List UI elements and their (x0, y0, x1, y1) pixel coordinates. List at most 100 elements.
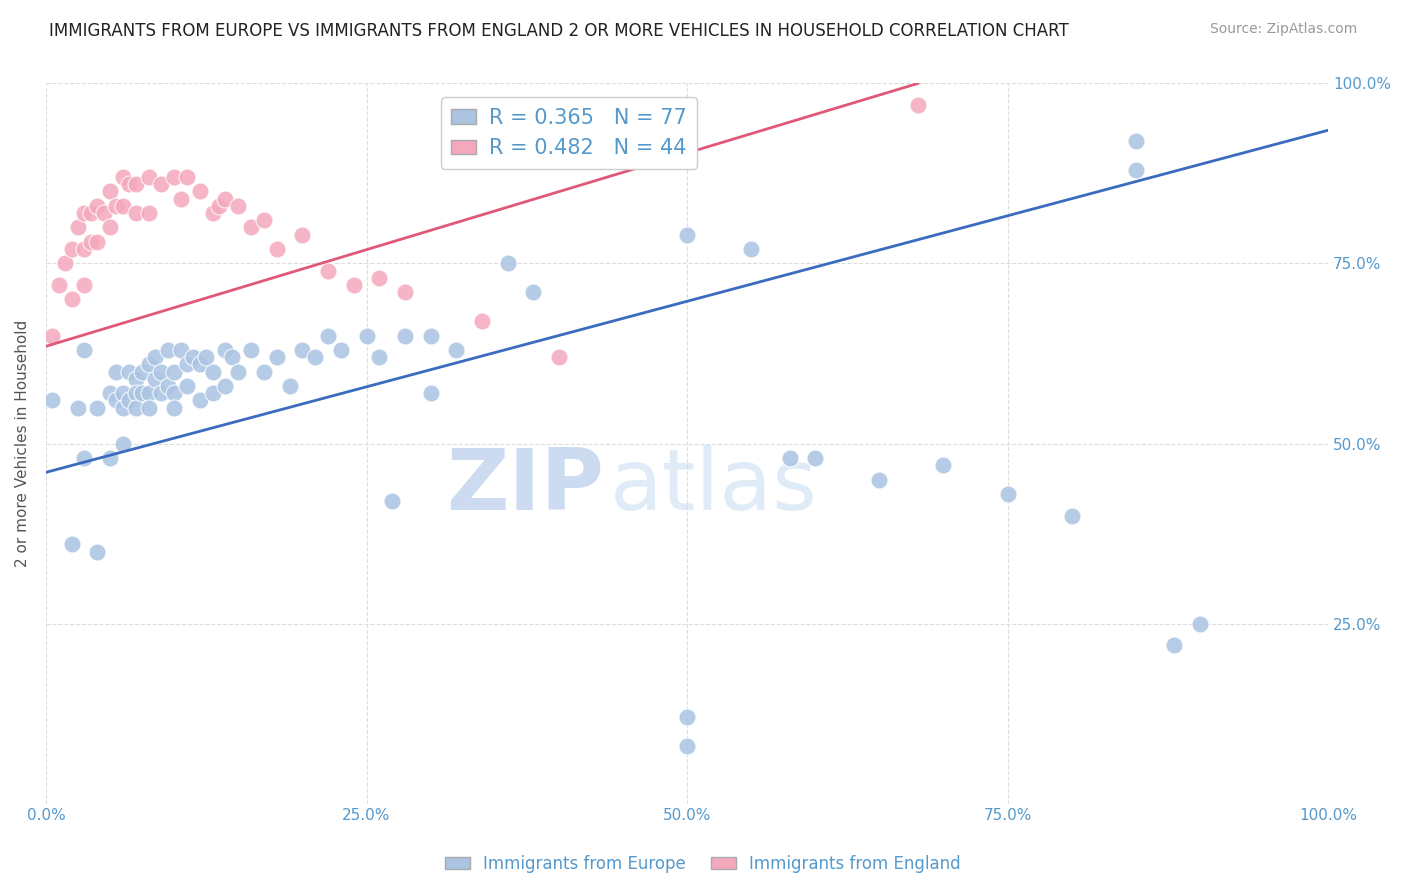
Point (240, 343, 263, 357)
Point (907, 98, 929, 112)
Point (188, 357, 211, 371)
Point (176, 170, 198, 185)
Point (997, 487, 1019, 501)
Point (183, 350, 205, 364)
Point (80, 235, 103, 249)
Point (111, 386, 134, 401)
Point (150, 364, 173, 378)
Point (394, 328, 416, 343)
Point (60, 242, 83, 256)
Text: Source: ZipAtlas.com: Source: ZipAtlas.com (1209, 22, 1357, 37)
Point (394, 285, 416, 300)
Point (138, 206, 160, 220)
Y-axis label: 2 or more Vehicles in Household: 2 or more Vehicles in Household (15, 320, 30, 567)
Point (66, 220, 89, 235)
Point (176, 379, 198, 393)
Point (240, 220, 263, 235)
Point (86, 544, 108, 558)
Point (1060, 508, 1083, 523)
Point (304, 350, 326, 364)
Legend: R = 0.365   N = 77, R = 0.482   N = 44: R = 0.365 N = 77, R = 0.482 N = 44 (441, 97, 697, 169)
Point (176, 357, 198, 371)
Point (163, 170, 186, 185)
Point (329, 343, 352, 357)
Point (356, 328, 378, 343)
Point (316, 263, 339, 277)
Point (169, 343, 191, 357)
Point (138, 170, 160, 185)
Point (60, 293, 83, 307)
Point (419, 386, 441, 401)
Point (111, 401, 134, 415)
Point (98, 220, 121, 235)
Point (143, 350, 166, 364)
Text: atlas: atlas (610, 445, 818, 528)
Point (208, 199, 231, 213)
Point (98, 386, 121, 401)
Point (291, 343, 314, 357)
Point (41, 328, 63, 343)
Point (266, 242, 288, 256)
Point (214, 343, 236, 357)
Point (163, 401, 186, 415)
Point (131, 364, 153, 378)
Point (118, 178, 141, 192)
Point (221, 350, 243, 364)
Point (676, 739, 699, 753)
Point (201, 206, 224, 220)
Point (740, 242, 762, 256)
Point (118, 364, 141, 378)
Point (98, 450, 121, 465)
Point (201, 386, 224, 401)
Point (522, 285, 544, 300)
Point (1163, 638, 1185, 652)
Text: IMMIGRANTS FROM EUROPE VS IMMIGRANTS FROM ENGLAND 2 OR MORE VEHICLES IN HOUSEHOL: IMMIGRANTS FROM EUROPE VS IMMIGRANTS FRO… (49, 22, 1069, 40)
Point (93, 206, 115, 220)
Point (368, 271, 391, 285)
Point (111, 170, 134, 185)
Point (73, 278, 96, 293)
Point (105, 393, 128, 408)
Point (804, 450, 827, 465)
Point (143, 372, 166, 386)
Point (779, 450, 801, 465)
Point (1125, 162, 1147, 177)
Point (496, 256, 519, 270)
Point (60, 537, 83, 551)
Point (86, 401, 108, 415)
Point (419, 328, 441, 343)
Point (226, 199, 249, 213)
Point (214, 379, 236, 393)
Point (291, 227, 314, 242)
Point (676, 710, 699, 724)
Point (98, 185, 121, 199)
Point (266, 350, 288, 364)
Text: ZIP: ZIP (446, 445, 603, 528)
Point (48, 278, 70, 293)
Point (125, 206, 148, 220)
Point (163, 386, 186, 401)
Point (125, 386, 148, 401)
Point (163, 364, 186, 378)
Point (156, 379, 179, 393)
Point (214, 192, 236, 206)
Point (125, 401, 148, 415)
Point (53, 256, 76, 270)
Point (73, 206, 96, 220)
Point (73, 343, 96, 357)
Point (932, 458, 955, 472)
Point (131, 386, 153, 401)
Point (868, 473, 890, 487)
Point (118, 393, 141, 408)
Point (125, 178, 148, 192)
Point (138, 386, 160, 401)
Point (150, 178, 173, 192)
Legend: Immigrants from Europe, Immigrants from England: Immigrants from Europe, Immigrants from … (439, 848, 967, 880)
Point (111, 199, 134, 213)
Point (111, 436, 134, 450)
Point (195, 350, 218, 364)
Point (66, 401, 89, 415)
Point (169, 192, 191, 206)
Point (1125, 134, 1147, 148)
Point (138, 357, 160, 371)
